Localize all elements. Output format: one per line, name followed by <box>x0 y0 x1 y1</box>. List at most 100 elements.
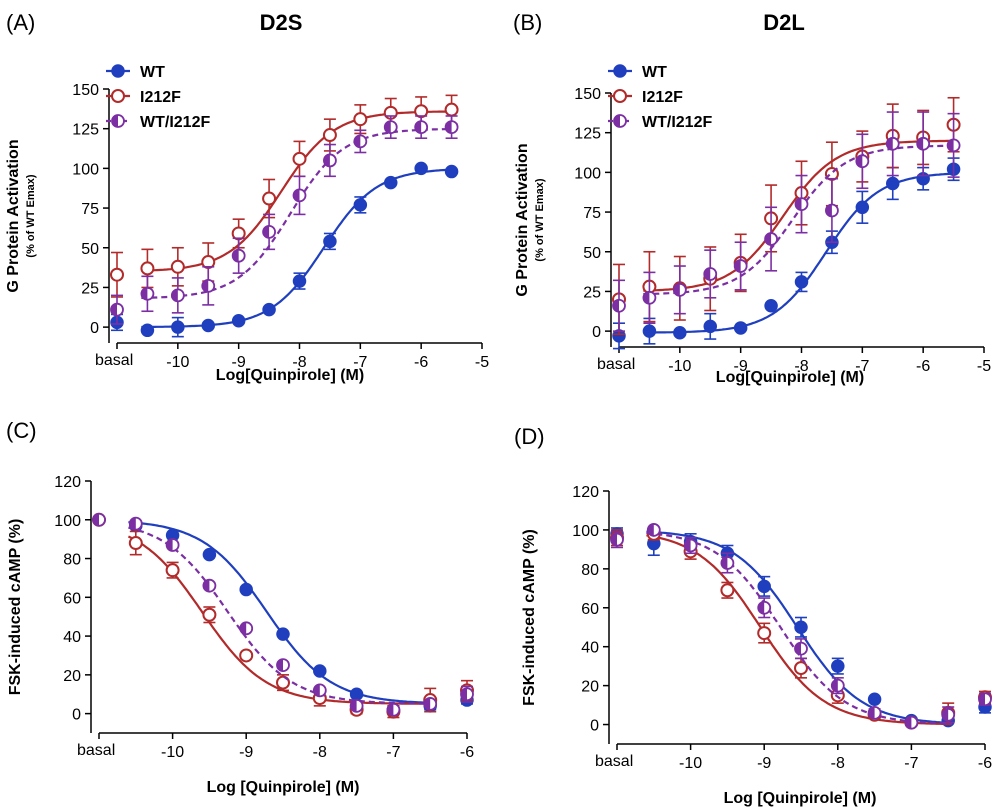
x-tick-label: -10 <box>668 358 691 375</box>
panel-title: D2S <box>260 10 303 35</box>
data-point <box>916 136 931 151</box>
data-point-fill <box>886 137 893 150</box>
data-point-fill <box>93 513 99 526</box>
data-point <box>886 176 900 191</box>
legend-label: WT <box>642 64 667 81</box>
y-axis-subtitle: (% of WT Emax) <box>25 174 37 257</box>
series-wt-i212f <box>612 111 961 332</box>
data-point <box>720 583 735 598</box>
series-i212f <box>612 96 961 336</box>
data-point <box>646 523 661 537</box>
y-tick-label: 100 <box>72 161 99 178</box>
y-tick-label: 100 <box>572 523 599 540</box>
fit-curve <box>141 110 455 272</box>
y-tick-label: 0 <box>72 707 81 724</box>
x-tick-label: -6 <box>460 744 474 761</box>
y-tick-label: 25 <box>583 284 601 301</box>
data-point <box>110 267 124 282</box>
y-axis-title: G Protein Activation <box>5 139 22 292</box>
y-tick-label: 75 <box>583 205 601 222</box>
chart-panel-a: (A) D2S 0 25 50 75 100 125 150 basal -10 -9 -8 -7 -6 -5… <box>5 10 489 384</box>
y-tick-label: 120 <box>572 484 599 501</box>
data-point <box>140 261 155 276</box>
y-tick-label: 25 <box>81 280 99 297</box>
data-point <box>276 627 290 641</box>
data-point-fill <box>141 287 148 300</box>
chart-panel-c: (C) 0 20 40 60 80 100 120 basal -10 -9 -8 -7 -6 Log [Q… <box>6 418 474 796</box>
legend-marker <box>111 64 125 78</box>
legend-label: I212F <box>140 89 181 106</box>
y-tick-label: 20 <box>581 679 599 696</box>
data-point-fill <box>323 154 330 167</box>
data-point <box>612 298 626 313</box>
y-tick-label: 40 <box>581 640 599 657</box>
y-tick-label: 40 <box>63 629 81 646</box>
data-point <box>262 224 276 239</box>
panel-label: (D) <box>514 424 545 449</box>
legend-marker <box>613 114 627 128</box>
fit-curve <box>128 526 434 705</box>
series-wt <box>610 527 992 728</box>
panel-label: (C) <box>6 418 37 443</box>
y-tick-label: 125 <box>574 126 601 143</box>
data-point-fill <box>856 155 863 168</box>
data-point <box>128 536 143 551</box>
data-point-fill <box>765 233 772 246</box>
data-point <box>764 232 778 246</box>
data-point <box>444 102 459 117</box>
x-tick-label-basal: basal <box>595 753 633 770</box>
data-point-fill <box>313 684 320 697</box>
data-point <box>642 290 657 305</box>
y-tick-label: 80 <box>63 552 81 569</box>
y-tick-label: 150 <box>72 82 99 99</box>
x-tick-label-basal: basal <box>95 352 133 369</box>
legend-marker-fill <box>112 115 118 127</box>
data-point <box>703 267 718 281</box>
data-point <box>444 120 459 134</box>
data-point-fill <box>611 533 617 546</box>
data-point-fill <box>613 299 619 312</box>
y-tick-label: 120 <box>54 474 81 491</box>
data-point <box>703 319 717 334</box>
data-point <box>292 151 307 166</box>
data-point <box>757 579 771 594</box>
y-tick-label: 0 <box>90 320 99 337</box>
data-point-fill <box>795 198 802 211</box>
data-point <box>202 578 217 593</box>
x-tick-label-basal: basal <box>77 742 115 759</box>
data-point <box>128 516 143 531</box>
data-point-fill <box>387 703 394 716</box>
data-point-fill <box>384 121 391 134</box>
data-point <box>610 532 624 547</box>
x-tick-label: -9 <box>757 755 771 772</box>
data-point-fill <box>673 283 680 296</box>
data-point <box>239 582 253 597</box>
data-point <box>383 120 398 134</box>
series-wt-i212f <box>110 115 459 325</box>
data-point <box>825 203 839 218</box>
data-point-fill <box>684 539 691 552</box>
y-tick-label: 20 <box>63 668 81 685</box>
data-point-fill <box>424 697 431 710</box>
data-point <box>202 547 217 562</box>
y-tick-label: 80 <box>581 562 599 579</box>
y-tick-label: 75 <box>81 201 99 218</box>
data-point <box>830 678 845 693</box>
x-tick-label: -6 <box>414 354 428 371</box>
x-axis-title: Log[Quinpirole] (M) <box>716 369 864 386</box>
x-tick-label: -10 <box>161 744 184 761</box>
data-point-fill <box>240 622 247 635</box>
data-point-fill <box>825 204 832 217</box>
data-point <box>794 197 809 212</box>
data-point <box>313 664 327 678</box>
data-point-fill <box>905 716 912 729</box>
data-point <box>323 153 337 168</box>
data-point-fill <box>263 225 270 238</box>
legend: WT I212F WT/I212F <box>106 64 210 131</box>
data-point <box>794 620 808 634</box>
data-point <box>885 136 900 151</box>
data-point-fill <box>917 137 924 150</box>
legend-marker <box>111 89 125 103</box>
x-tick-label: -10 <box>166 354 189 371</box>
data-point-fill <box>643 291 650 304</box>
